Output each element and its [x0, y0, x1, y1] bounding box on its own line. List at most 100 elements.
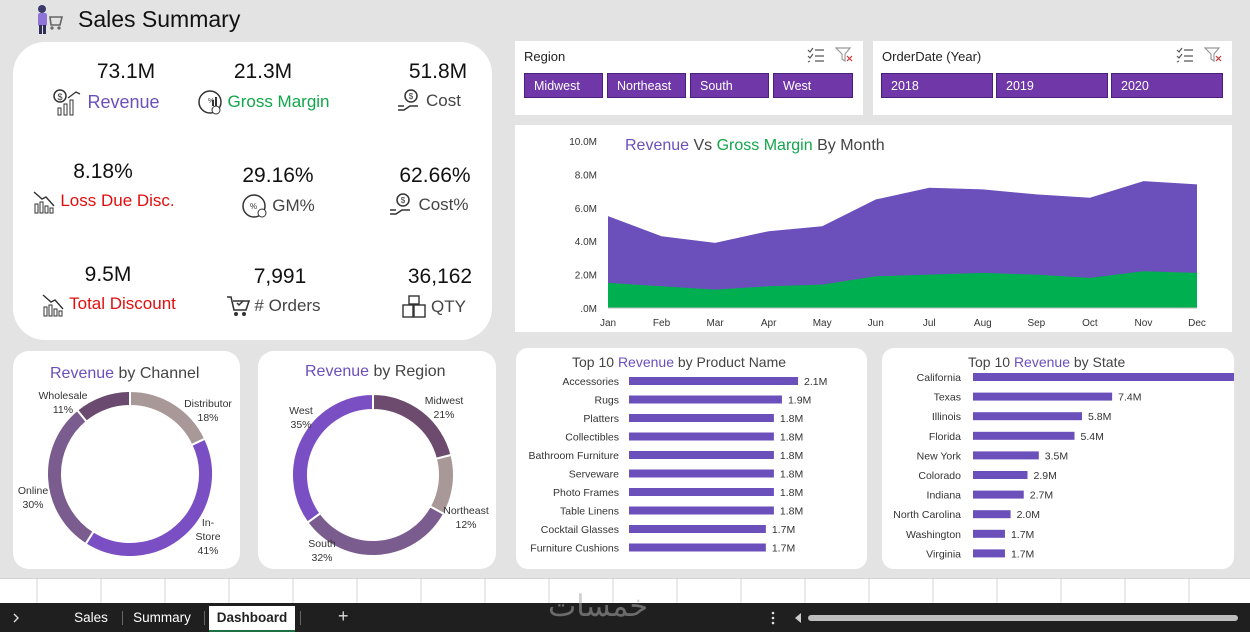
x-tick-label: Nov [1135, 318, 1153, 329]
bar-category-label: Platters [583, 413, 619, 425]
state-bar-card: Top 10 Revenue by State California15.2MT… [882, 348, 1234, 569]
area-series-gross-margin [608, 271, 1197, 308]
bar [973, 549, 1005, 558]
bar [973, 529, 1005, 538]
donut-label: South [308, 538, 336, 550]
slicer-button-2019[interactable]: 2019 [996, 73, 1108, 98]
donut-label: Midwest [425, 395, 464, 407]
bar-category-label: Cocktail Glasses [541, 524, 619, 536]
kpi-cost-pct: 62.66% $ Cost% [363, 164, 493, 218]
tab-divider [122, 611, 123, 625]
slicer-button-2020[interactable]: 2020 [1111, 73, 1223, 98]
discount-chart-icon [42, 294, 64, 317]
kpi-value: 73.1M [96, 60, 156, 83]
bar-value-label: 1.8M [780, 450, 803, 462]
tab-sales[interactable]: Sales [74, 610, 108, 625]
area-chart-card: Revenue Vs Gross Margin By Month 10.0M 8.… [515, 125, 1232, 332]
slicer-button-west[interactable]: West [773, 73, 853, 98]
bar-value-label: 2.7M [1030, 490, 1053, 502]
svg-text:$: $ [58, 92, 63, 102]
donut-label: West [289, 405, 313, 417]
bar-category-label: Texas [934, 392, 961, 404]
slicer-title: Region [524, 49, 566, 64]
bar [973, 451, 1039, 460]
kpi-value: 51.8M [408, 60, 468, 83]
slicer-button-south[interactable]: South [690, 73, 769, 98]
donut-label: Wholesale [38, 390, 87, 402]
bar [973, 412, 1083, 421]
more-options-icon[interactable] [770, 610, 776, 626]
bar-value-label: 1.7M [772, 543, 795, 555]
chevron-right-icon[interactable] [9, 611, 23, 625]
bar-value-label: 3.5M [1045, 450, 1068, 462]
y-tick-label: .0M [580, 304, 597, 315]
bar-category-label: North Carolina [893, 509, 961, 521]
region-slicer: Region Midwest Northeast South West [515, 41, 863, 115]
kpi-label: Cost [426, 91, 461, 110]
kpi-label: # Orders [254, 296, 321, 315]
bar [973, 392, 1113, 401]
svg-text:$: $ [409, 92, 414, 101]
clear-filter-icon[interactable] [1204, 47, 1222, 63]
kpi-gross-margin: 21.3M % Gross Margin [183, 60, 343, 116]
cart-check-icon [227, 296, 251, 316]
channel-donut: Distributor 18% In- Store 41% Online 30% Wholes… [18, 389, 232, 558]
x-tick-label: Jun [868, 318, 884, 329]
bar-category-label: Bathroom Furniture [529, 450, 620, 462]
slicer-button-2018[interactable]: 2018 [881, 73, 993, 98]
gross-margin-icon: % [198, 90, 223, 115]
x-tick-label: Oct [1082, 318, 1098, 329]
kpi-label: Total Discount [69, 294, 176, 313]
bar [973, 510, 1011, 519]
kpi-cost: 51.8M $ Cost [368, 60, 488, 114]
watermark: خمسات [548, 590, 649, 623]
bar [629, 525, 766, 533]
donut-pct-label: 12% [455, 519, 476, 531]
x-tick-label: Apr [761, 318, 777, 329]
boxes-icon [402, 295, 426, 318]
add-sheet-button[interactable]: + [338, 606, 349, 626]
page-title: Sales Summary [78, 5, 241, 32]
donut-slice-wholesale [75, 389, 131, 424]
year-slicer: OrderDate (Year) 2018 2019 2020 [873, 41, 1232, 115]
bar-value-label: 1.7M [1011, 548, 1034, 560]
channel-donut-card: Revenue by Channel Distributor 18% In- Stor… [13, 351, 240, 569]
horizontal-scrollbar[interactable] [808, 615, 1238, 621]
slicer-button-midwest[interactable]: Midwest [524, 73, 603, 98]
bar-category-label: Furniture Cushions [530, 543, 619, 555]
bar [629, 432, 774, 441]
bar-category-label: Table Linens [560, 506, 619, 518]
bar-category-label: Photo Frames [553, 487, 619, 499]
bar-category-label: Accessories [562, 376, 619, 388]
bar-category-label: New York [917, 450, 962, 462]
donut-label: Online [18, 485, 49, 497]
kpi-value: 8.18% [73, 160, 133, 183]
donut-pct-label: 11% [53, 404, 73, 416]
multi-select-icon[interactable] [807, 47, 825, 63]
donut-pct-label: 18% [197, 412, 218, 424]
kpi-label: Loss Due Disc. [60, 191, 175, 210]
bar-value-label: 5.4M [1081, 431, 1104, 443]
svg-text:$: $ [401, 196, 406, 205]
y-tick-label: 6.0M [575, 204, 597, 215]
channel-chart-title: Revenue by Channel [50, 365, 200, 382]
tab-summary[interactable]: Summary [133, 610, 191, 625]
slicer-button-northeast[interactable]: Northeast [607, 73, 686, 98]
bar-category-label: Colorado [918, 470, 961, 482]
bar-value-label: 1.8M [780, 506, 803, 518]
bar [629, 414, 774, 422]
scroll-left-icon[interactable] [793, 612, 803, 624]
bar [973, 471, 1028, 479]
donut-pct-label: 41% [197, 545, 218, 557]
y-tick-label: 8.0M [575, 170, 597, 181]
bar-value-label: 2.1M [804, 376, 827, 388]
bar-value-label: 2.9M [1034, 470, 1057, 482]
product-chart-title: Top 10 Revenue by Product Name [572, 354, 787, 370]
kpi-label: GM% [272, 196, 315, 215]
x-tick-label: Jul [923, 318, 936, 329]
tab-dashboard[interactable]: Dashboard [209, 606, 295, 632]
multi-select-icon[interactable] [1176, 47, 1194, 63]
cost-pct-hand-icon: $ [390, 193, 411, 215]
kpi-value: 9.5M [84, 263, 132, 286]
clear-filter-icon[interactable] [835, 47, 853, 63]
